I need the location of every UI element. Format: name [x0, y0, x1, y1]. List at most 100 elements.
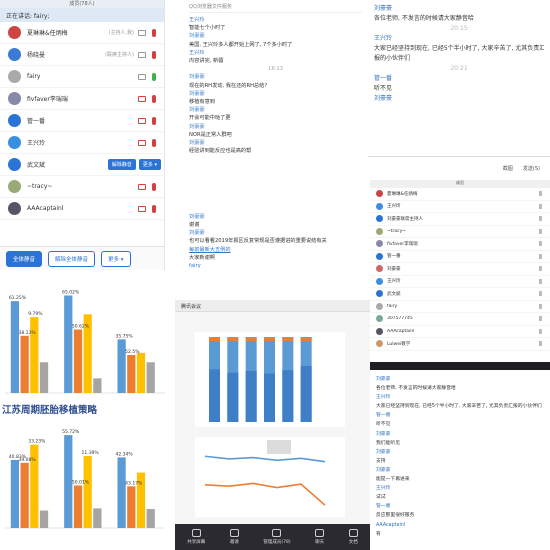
avatar	[8, 26, 21, 39]
unmute-all-button[interactable]: 解除全体静音	[48, 250, 96, 267]
microphone-icon[interactable]	[152, 28, 156, 37]
microphone-icon[interactable]	[152, 116, 156, 125]
microphone-icon[interactable]	[539, 203, 542, 209]
member-row[interactable]: 夏琳琳&任炳梅 (主持人,我)	[0, 22, 164, 44]
microphone-icon[interactable]	[152, 182, 156, 191]
chat-sender: 刘豪豪	[376, 467, 391, 473]
microphone-icon[interactable]	[539, 341, 542, 347]
shared-screen-charts	[195, 332, 345, 517]
member-row[interactable]: fairy	[0, 66, 164, 88]
invite-button[interactable]: 邀请	[229, 529, 239, 545]
member-name: fivfaver李瑞瑞	[387, 241, 418, 247]
bar-segment	[282, 370, 294, 422]
chat-message: 大家新谢啊	[189, 254, 215, 261]
bar	[93, 378, 102, 393]
more-button[interactable]: 更多 ▾	[101, 250, 131, 267]
camera-icon[interactable]	[138, 205, 146, 212]
microphone-icon[interactable]	[539, 328, 542, 334]
member-row-small[interactable]: Lulwei教学	[370, 338, 550, 351]
member-row[interactable]: 王兴玲	[0, 132, 164, 154]
chat-sender: 王兴玲	[376, 395, 391, 401]
docs-label: 文档	[348, 540, 358, 545]
data-label: 55.72%	[62, 429, 80, 435]
chat-sender: 刘豪豪	[189, 33, 205, 40]
microphone-icon[interactable]	[539, 303, 542, 309]
camera-icon[interactable]	[138, 117, 146, 124]
member-row-small[interactable]: 307577745	[370, 313, 550, 326]
bar	[20, 462, 29, 528]
member-row[interactable]: 杨晓曼 (联席主持人)	[0, 44, 164, 66]
member-row-small[interactable]: 夏琳琳&任炳梅	[370, 188, 550, 201]
bar	[30, 444, 39, 528]
send-button[interactable]: 发送(S)	[522, 166, 540, 172]
avatar	[8, 92, 21, 105]
chat-message	[189, 155, 362, 163]
camera-icon[interactable]	[138, 139, 146, 146]
camera-icon[interactable]	[138, 29, 146, 36]
member-name: 刘豪豪	[387, 266, 401, 272]
share-screen-label: 共享屏幕	[187, 540, 206, 545]
member-row-small[interactable]: 王兴玲	[370, 276, 550, 288]
member-row-small[interactable]: fivfaver李瑞瑞	[370, 238, 550, 251]
member-row-small[interactable]: AAAcaptainl	[370, 326, 550, 338]
camera-icon[interactable]	[138, 51, 146, 58]
microphone-icon[interactable]	[539, 253, 542, 259]
manage-members-label: 管理成员(78)	[263, 540, 291, 545]
member-row-small[interactable]: 管一番	[370, 251, 550, 263]
microphone-icon[interactable]	[539, 316, 542, 322]
avatar	[376, 190, 383, 198]
microphone-icon[interactable]	[152, 50, 156, 59]
microphone-icon[interactable]	[539, 241, 542, 247]
screenshot-button[interactable]: 截图	[502, 166, 513, 172]
microphone-icon[interactable]	[539, 216, 542, 222]
microphone-icon[interactable]	[539, 191, 542, 197]
avatar	[376, 327, 383, 335]
bar	[20, 335, 29, 393]
camera-icon[interactable]	[138, 73, 146, 80]
member-row[interactable]: 管一番	[0, 110, 164, 132]
camera-icon[interactable]	[138, 183, 146, 190]
member-list-small: 夏琳琳&任炳梅 王兴玲 刘豪豪联席主持人 ~tracy~ fivfaver李瑞瑞 管一番刘…	[370, 188, 550, 351]
microphone-icon[interactable]	[539, 278, 542, 284]
member-row[interactable]: fivfaver李瑞瑞	[0, 88, 164, 110]
chat-message[interactable]: 每前最新大五例的	[189, 246, 231, 253]
member-row-small[interactable]: 武文斌	[370, 288, 550, 301]
chat-message: NOR是正常人群吧	[189, 131, 232, 138]
member-row-small[interactable]: ~tracy~	[370, 226, 550, 238]
chat-sender: 管一番	[374, 75, 393, 82]
camera-icon[interactable]	[138, 95, 146, 102]
data-label: 50.01%	[72, 480, 90, 486]
member-row-small[interactable]: 刘豪豪联席主持人	[370, 213, 550, 226]
member-row-small[interactable]: 王兴玲	[370, 201, 550, 213]
member-row-small[interactable]: 刘豪豪	[370, 263, 550, 276]
bar	[93, 508, 102, 528]
member-row-small[interactable]: fairy	[370, 301, 550, 313]
member-row[interactable]: 武文斌 解除静音 更多 ▾	[0, 154, 164, 176]
slide-panel: 61.25% 65.02% 35.75% 38.13% 50.62% 52.5% 9.79%…	[0, 270, 175, 550]
data-label: 52.5%	[125, 349, 140, 355]
unmute-member-button[interactable]: 解除静音	[107, 159, 136, 170]
share-screen-button[interactable]: 共享屏幕	[187, 529, 205, 545]
mute-all-button[interactable]: 全体静音	[6, 250, 43, 267]
docs-button[interactable]: 文档	[348, 529, 358, 545]
manage-members-button[interactable]: 管理成员(78)	[263, 529, 291, 545]
microphone-icon[interactable]	[539, 291, 542, 297]
member-more-button[interactable]: 更多 ▾	[138, 159, 161, 170]
microphone-icon[interactable]	[152, 72, 156, 81]
chat-button[interactable]: 聊天	[315, 529, 325, 545]
avatar	[8, 158, 21, 171]
microphone-icon[interactable]	[152, 204, 156, 213]
member-row[interactable]: ~tracy~	[0, 176, 164, 198]
member-role: (联席主持人)	[105, 52, 134, 58]
chat-bottom-messages: 刘豪豪 各位老师, 不发言的时候请大家静音哈 王兴玲 大家已经坚持到现在, 已经5个半…	[376, 375, 544, 539]
microphone-icon[interactable]	[539, 266, 542, 272]
microphone-icon[interactable]	[152, 138, 156, 147]
bar-chart-top: 61.25% 65.02% 35.75% 38.13% 50.62% 52.5% 9.79%	[5, 289, 165, 394]
bar-segment	[245, 371, 257, 422]
members-panel: 成员(78人) 正在讲话: fairy; 夏琳琳&任炳梅 (主持人,我) 杨晓曼 (联…	[0, 0, 165, 270]
member-row[interactable]: AAAcaptainl	[0, 198, 164, 220]
microphone-icon[interactable]	[539, 228, 542, 234]
chat-sender: 刘豪豪	[374, 5, 393, 12]
microphone-icon[interactable]	[152, 94, 156, 103]
bar	[30, 317, 39, 393]
